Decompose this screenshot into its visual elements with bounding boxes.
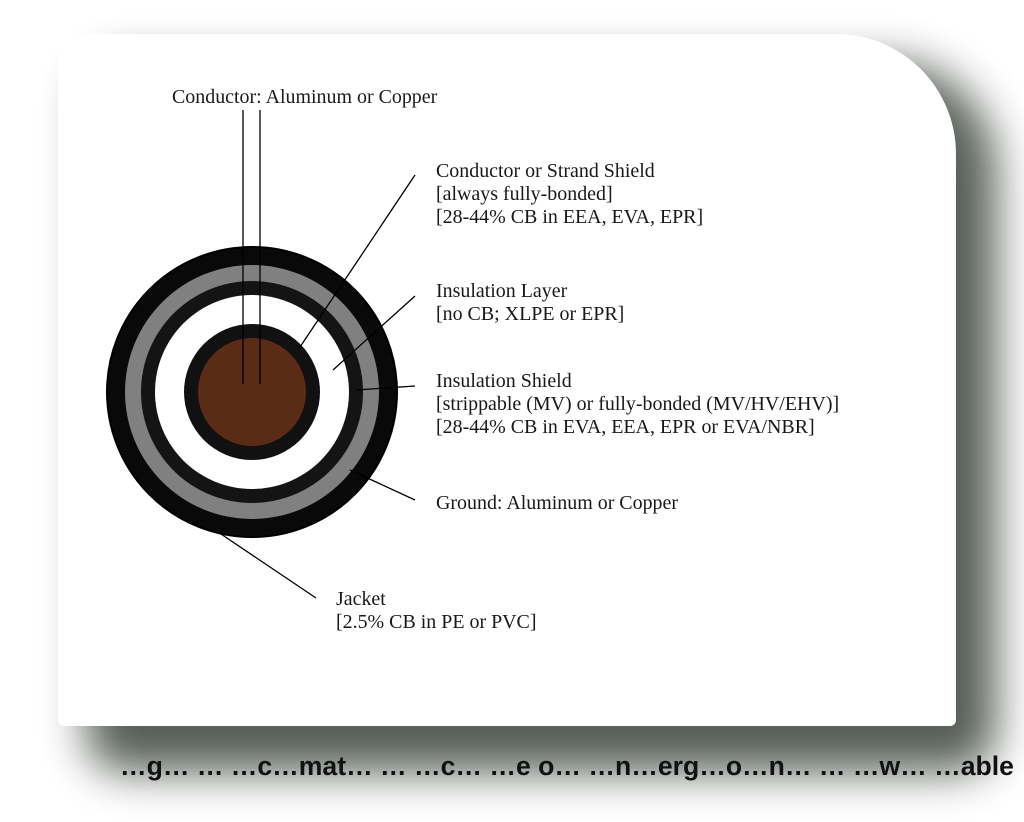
label-strand-shield-line-1: [always fully-bonded] [436, 183, 703, 206]
label-insulation-shield: Insulation Shield[strippable (MV) or ful… [436, 370, 839, 439]
leader-strand-shield [298, 175, 415, 350]
label-jacket-line-0: Jacket [336, 588, 537, 611]
leader-insulation-shield [356, 386, 415, 390]
label-ground-line-0: Ground: Aluminum or Copper [436, 492, 678, 515]
leader-jacket [218, 532, 316, 598]
label-insulation: Insulation Layer[no CB; XLPE or EPR] [436, 280, 624, 326]
label-strand-shield-line-2: [28-44% CB in EEA, EVA, EPR] [436, 206, 703, 229]
figure-caption-fragment: …g… … …c…mat… … …c… …e o… …n…erg…o…n… … … [120, 751, 1014, 782]
label-jacket: Jacket[2.5% CB in PE or PVC] [336, 588, 537, 634]
label-strand-shield-line-0: Conductor or Strand Shield [436, 160, 703, 183]
label-insulation-line-1: [no CB; XLPE or EPR] [436, 303, 624, 326]
label-jacket-line-1: [2.5% CB in PE or PVC] [336, 611, 537, 634]
label-insulation-shield-line-2: [28-44% CB in EVA, EEA, EPR or EVA/NBR] [436, 416, 839, 439]
label-insulation-shield-line-1: [strippable (MV) or fully-bonded (MV/HV/… [436, 393, 839, 416]
label-insulation-line-0: Insulation Layer [436, 280, 624, 303]
label-strand-shield: Conductor or Strand Shield[always fully-… [436, 160, 703, 229]
leader-insulation [333, 296, 415, 370]
label-conductor: Conductor: Aluminum or Copper [172, 86, 437, 109]
figure-page: Conductor: Aluminum or Copper Conductor o… [0, 0, 1024, 822]
label-conductor-line-0: Conductor: Aluminum or Copper [172, 86, 437, 109]
leader-ground [350, 470, 415, 500]
label-ground: Ground: Aluminum or Copper [436, 492, 678, 515]
label-insulation-shield-line-0: Insulation Shield [436, 370, 839, 393]
